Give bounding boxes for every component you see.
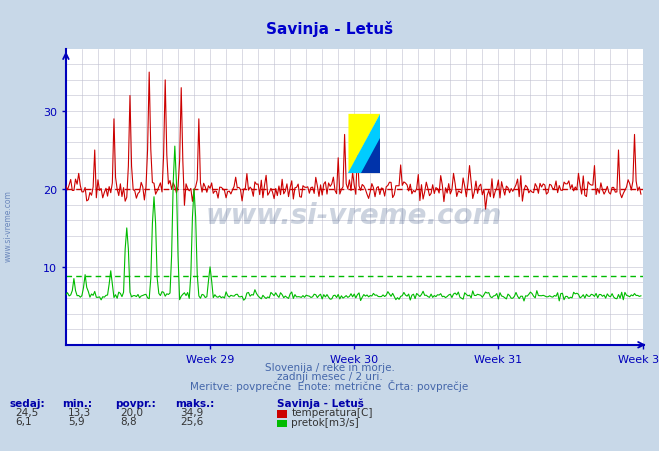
Text: maks.:: maks.:	[175, 398, 214, 408]
Text: 25,6: 25,6	[180, 416, 203, 426]
Text: www.si-vreme.com: www.si-vreme.com	[206, 201, 502, 229]
Text: 6,1: 6,1	[15, 416, 32, 426]
Text: temperatura[C]: temperatura[C]	[291, 407, 373, 417]
Polygon shape	[361, 138, 380, 174]
Polygon shape	[349, 115, 380, 174]
Text: pretok[m3/s]: pretok[m3/s]	[291, 417, 359, 427]
Text: Savinja - Letuš: Savinja - Letuš	[277, 397, 364, 408]
Text: 5,9: 5,9	[68, 416, 84, 426]
Text: zadnji mesec / 2 uri.: zadnji mesec / 2 uri.	[277, 372, 382, 382]
Text: sedaj:: sedaj:	[10, 398, 45, 408]
Text: 20,0: 20,0	[121, 407, 144, 417]
Polygon shape	[349, 115, 380, 174]
Text: Meritve: povprečne  Enote: metrične  Črta: povprečje: Meritve: povprečne Enote: metrične Črta:…	[190, 380, 469, 391]
Text: min.:: min.:	[63, 398, 93, 408]
Text: 24,5: 24,5	[15, 407, 38, 417]
Text: 34,9: 34,9	[180, 407, 203, 417]
Text: www.si-vreme.com: www.si-vreme.com	[4, 189, 13, 262]
Text: 8,8: 8,8	[121, 416, 137, 426]
Text: 13,3: 13,3	[68, 407, 91, 417]
Text: Savinja - Letuš: Savinja - Letuš	[266, 21, 393, 37]
Text: povpr.:: povpr.:	[115, 398, 156, 408]
Text: Slovenija / reke in morje.: Slovenija / reke in morje.	[264, 363, 395, 373]
